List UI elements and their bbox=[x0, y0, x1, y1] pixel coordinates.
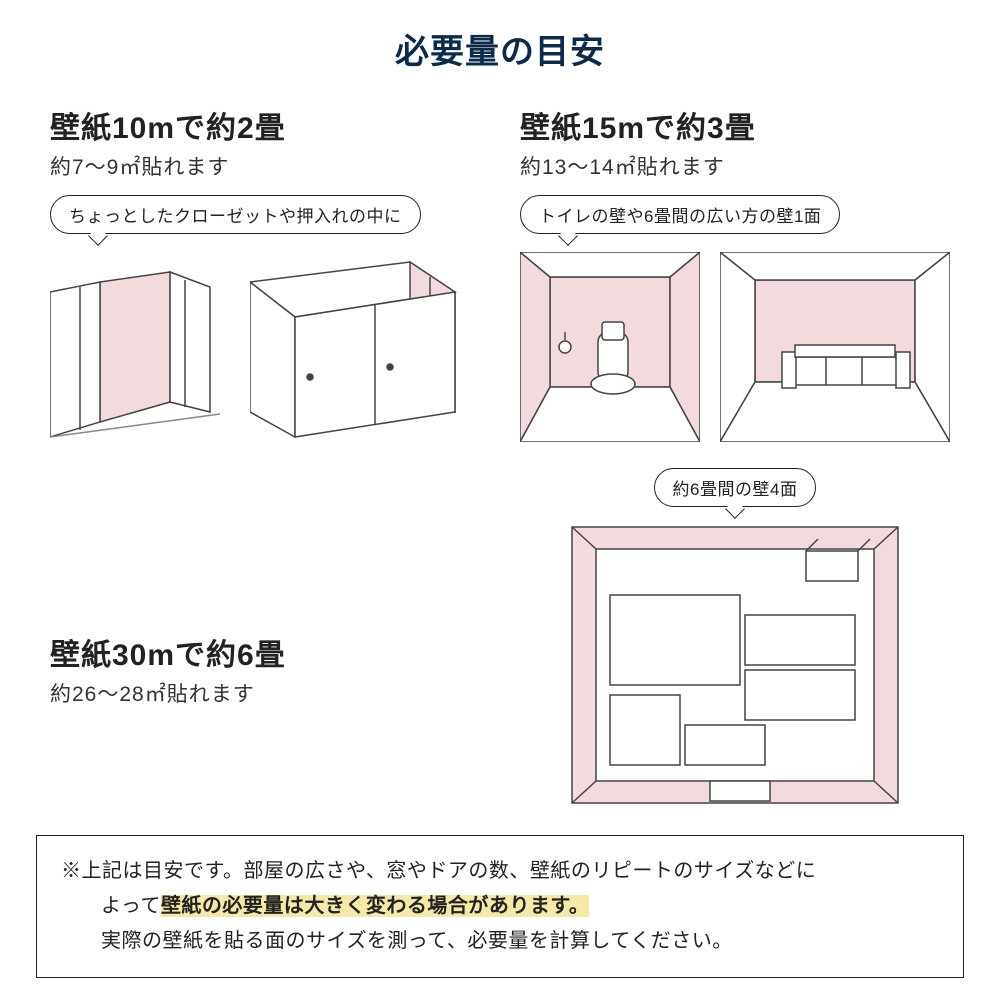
section-15m: 壁紙15mで約3畳 約13～14㎡貼れます トイレの壁や6畳間の広い方の壁1面 bbox=[520, 103, 950, 442]
closet-open-icon bbox=[50, 252, 230, 442]
heading-10m: 壁紙10mで約2畳 bbox=[50, 103, 480, 147]
livingroom-wall-icon bbox=[720, 252, 950, 442]
callout-15m-text: トイレの壁や6畳間の広い方の壁1面 bbox=[539, 207, 821, 226]
callout-10m-text: ちょっとしたクローゼットや押入れの中に bbox=[69, 207, 402, 226]
note-line3: 実際の壁紙を貼る面のサイズを測って、必要量を計算してください。 bbox=[61, 924, 939, 959]
heading-30m: 壁紙30mで約6畳 bbox=[50, 630, 480, 674]
section-10m: 壁紙10mで約2畳 約7～9㎡貼れます ちょっとしたクローゼットや押入れの中に bbox=[50, 103, 480, 442]
section-30m-figure: 約6畳間の壁4面 bbox=[520, 462, 950, 805]
callout-15m: トイレの壁や6畳間の広い方の壁1面 bbox=[520, 195, 840, 234]
sub-10m: 約7～9㎡貼れます bbox=[50, 151, 480, 181]
callout-30m-text: 約6畳間の壁4面 bbox=[673, 480, 798, 499]
callout-tail-icon bbox=[725, 499, 745, 519]
callout-tail-icon bbox=[88, 226, 108, 246]
heading-15m: 壁紙15mで約3畳 bbox=[520, 103, 950, 147]
note-box: ※上記は目安です。部屋の広さや、窓やドアの数、壁紙のリピートのサイズなどに よっ… bbox=[36, 835, 964, 978]
callout-tail-icon bbox=[558, 226, 578, 246]
note-line2-pre: よって bbox=[101, 895, 161, 917]
note-line1: ※上記は目安です。部屋の広さや、窓やドアの数、壁紙のリピートのサイズなどに bbox=[61, 854, 939, 889]
page-title: 必要量の目安 bbox=[0, 0, 1000, 73]
room-plan-icon bbox=[570, 525, 900, 805]
closet-sliding-icon bbox=[250, 252, 460, 442]
content-grid: 壁紙10mで約2畳 約7～9㎡貼れます ちょっとしたクローゼットや押入れの中に bbox=[0, 73, 1000, 815]
illus-15m-row bbox=[520, 252, 950, 442]
sub-15m: 約13～14㎡貼れます bbox=[520, 151, 950, 181]
illus-10m-row bbox=[50, 252, 480, 442]
section-30m-text: 壁紙30mで約6畳 約26～28㎡貼れます bbox=[50, 560, 480, 708]
sub-30m: 約26～28㎡貼れます bbox=[50, 678, 480, 708]
note-line2-highlight: 壁紙の必要量は大きく変わる場合があります。 bbox=[161, 895, 590, 917]
callout-30m: 約6畳間の壁4面 bbox=[654, 468, 817, 507]
note-line2: よって壁紙の必要量は大きく変わる場合があります。 bbox=[61, 889, 939, 924]
toilet-room-icon bbox=[520, 252, 700, 442]
callout-10m: ちょっとしたクローゼットや押入れの中に bbox=[50, 195, 421, 234]
